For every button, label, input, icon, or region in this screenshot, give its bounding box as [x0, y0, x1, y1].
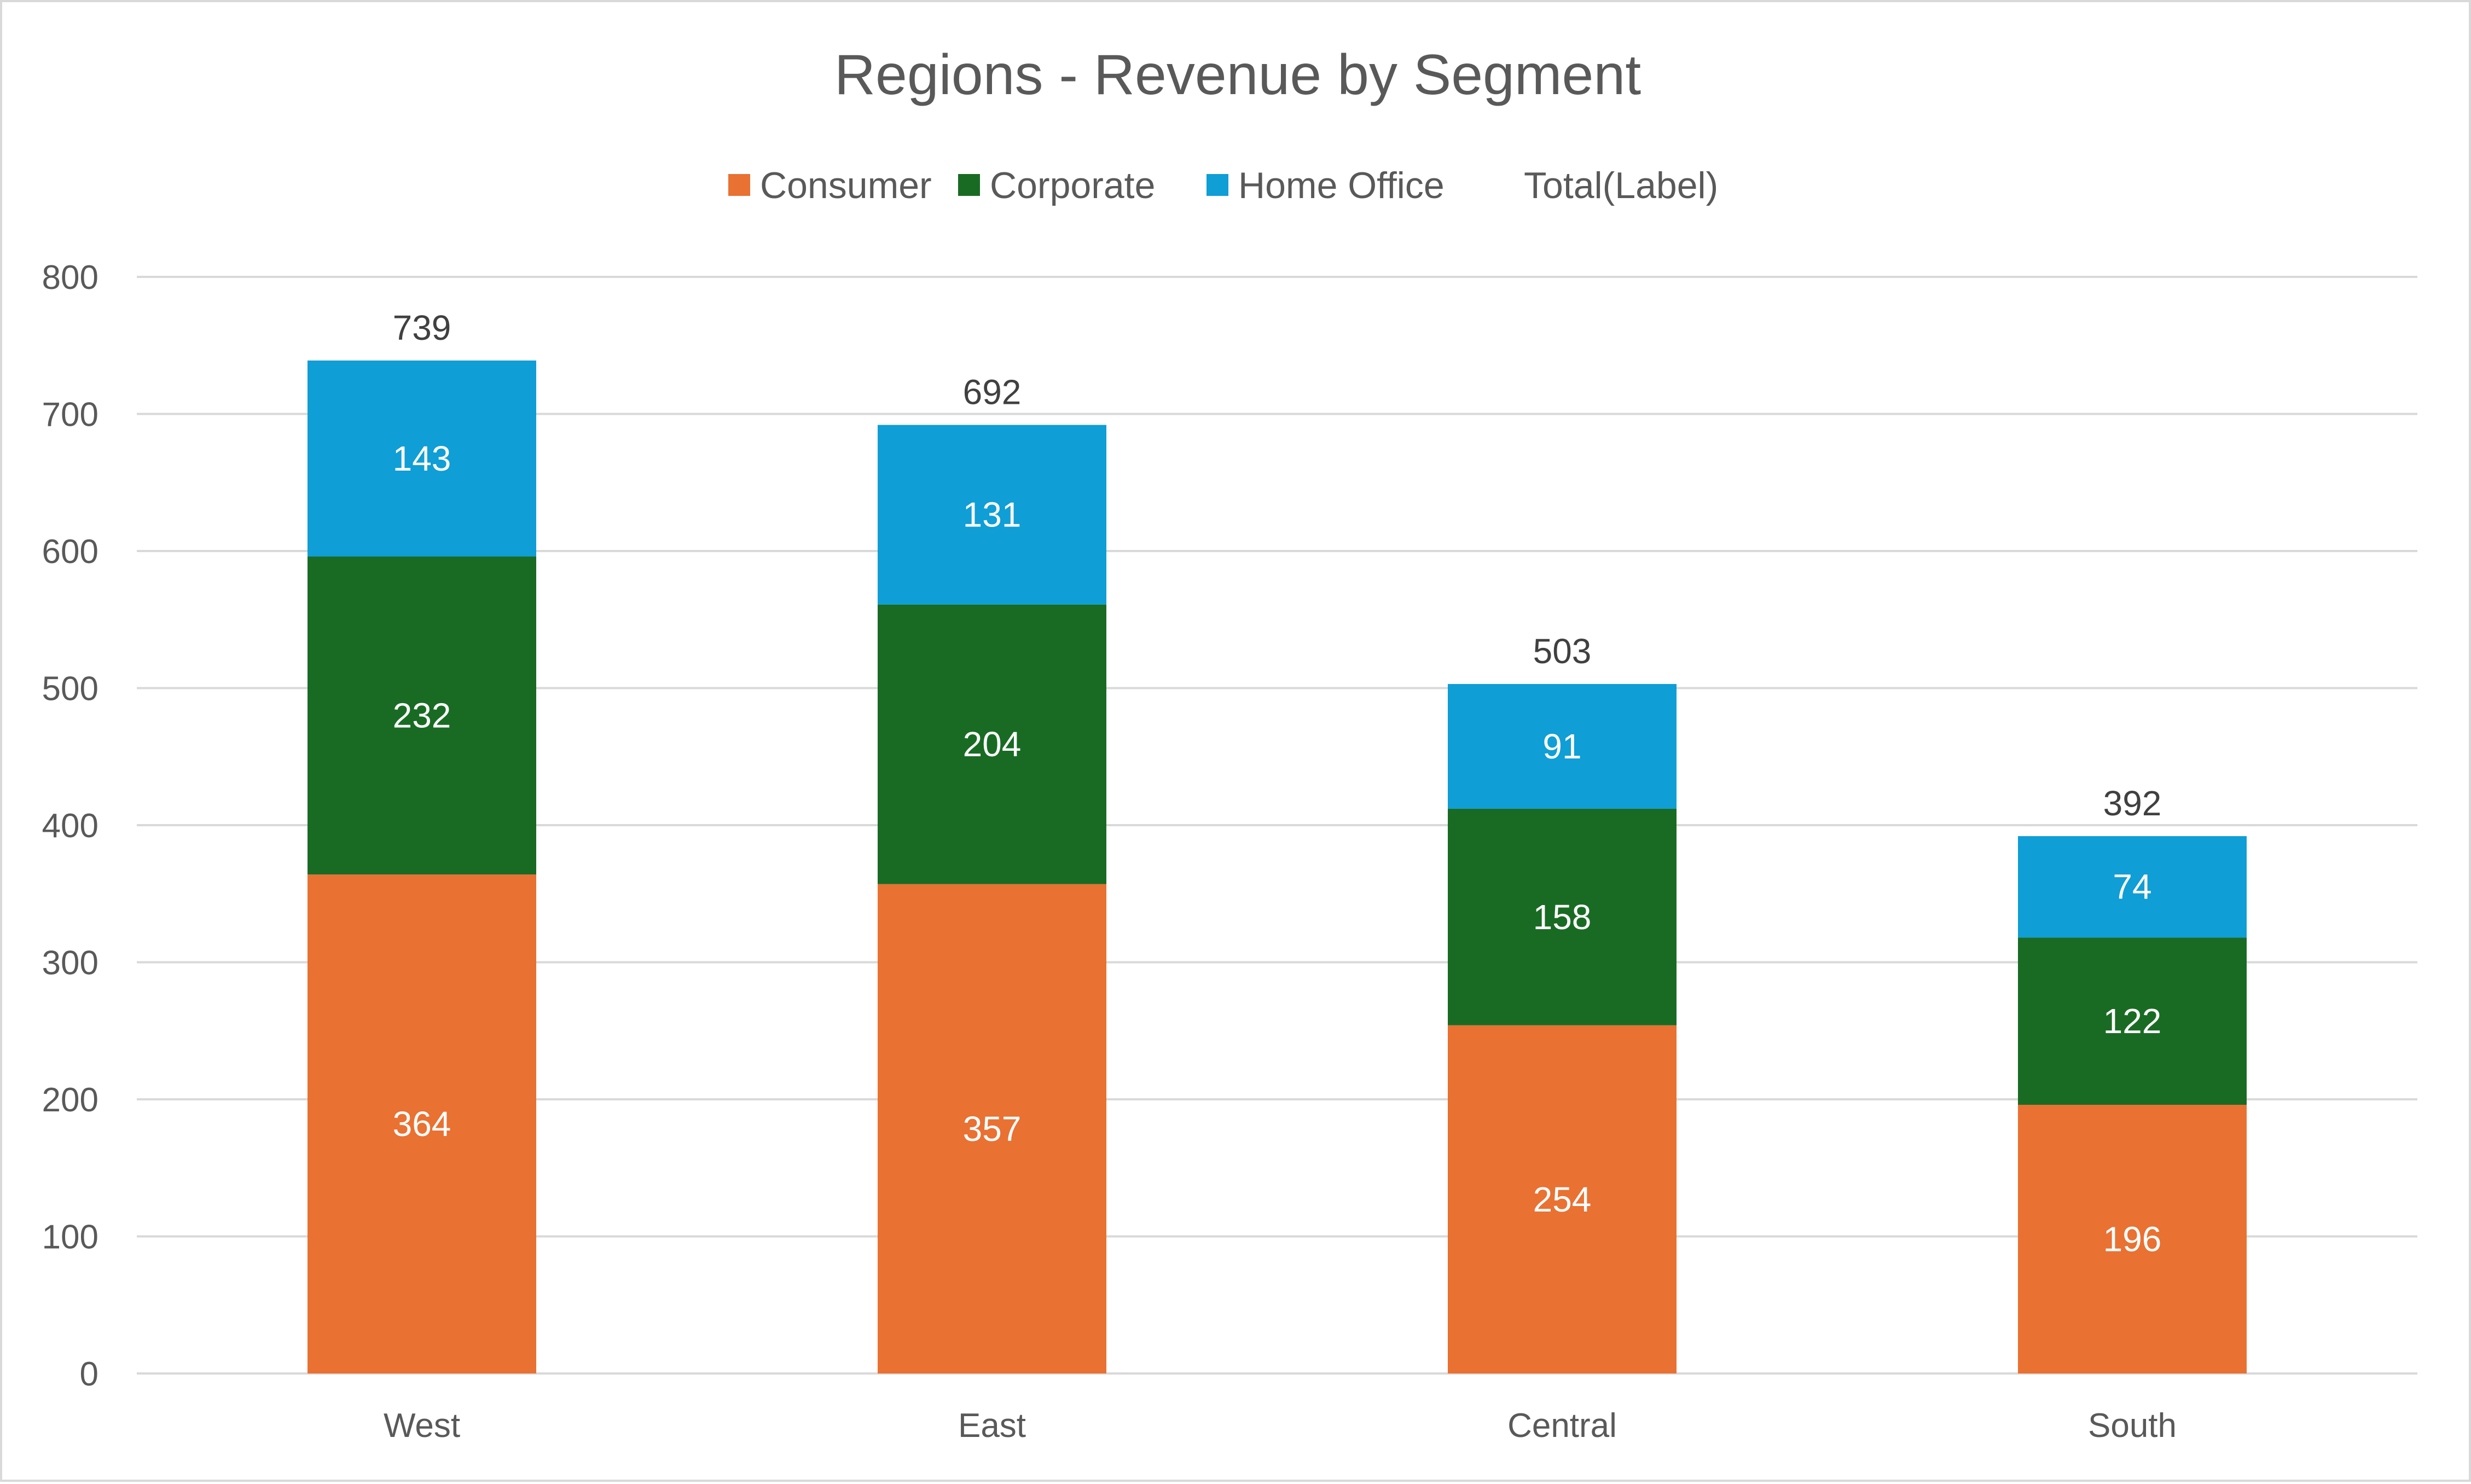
- y-tick-label-500: 500: [42, 670, 98, 708]
- chart-legend: Consumer Corporate Home Office Total(Label): [728, 165, 1718, 206]
- total-label-west: 739: [393, 308, 451, 347]
- y-tick-label-300: 300: [42, 944, 98, 982]
- legend-label-consumer: Consumer: [760, 165, 932, 206]
- bar-east-corporate: [878, 604, 1106, 884]
- x-tick-label-south: South: [2088, 1407, 2177, 1445]
- x-axis: West East Central South: [384, 1407, 2177, 1445]
- data-label-south-consumer: 196: [2103, 1220, 2162, 1259]
- data-label-east-corporate: 204: [963, 724, 1022, 764]
- total-label-east: 692: [963, 373, 1022, 412]
- chart-title: Regions - Revenue by Segment: [834, 43, 1641, 107]
- x-tick-label-central: Central: [1507, 1407, 1617, 1445]
- legend-swatch-corporate: [958, 174, 980, 196]
- legend-label-corporate: Corporate: [990, 165, 1155, 206]
- y-tick-label-100: 100: [42, 1219, 98, 1256]
- data-label-east-home-office: 131: [963, 495, 1022, 535]
- bar-east-home-office: [878, 425, 1106, 605]
- total-label-central: 503: [1533, 631, 1592, 671]
- bar-east-consumer: [878, 884, 1106, 1373]
- bar-south-corporate: [2018, 937, 2247, 1105]
- bar-south-consumer: [2018, 1105, 2247, 1373]
- data-label-west-consumer: 364: [393, 1104, 451, 1144]
- total-label-south: 392: [2103, 784, 2162, 823]
- data-label-central-home-office: 91: [1542, 727, 1581, 766]
- data-label-west-home-office: 143: [393, 439, 451, 478]
- legend-label-home-office: Home Office: [1238, 165, 1445, 206]
- y-axis: 0 100 200 300 400 500 600 700 800: [42, 259, 98, 1393]
- x-tick-label-west: West: [384, 1407, 460, 1445]
- y-tick-label-800: 800: [42, 259, 98, 297]
- bar-central-corporate: [1448, 808, 1677, 1025]
- y-tick-label-400: 400: [42, 807, 98, 845]
- legend-label-total-label: Total(Label): [1524, 165, 1718, 206]
- legend-swatch-home-office: [1207, 174, 1228, 196]
- bars: 364 232 143 739 357 204 131 692 254 158 91 503 196 12…: [308, 308, 2247, 1373]
- data-label-central-corporate: 158: [1533, 897, 1592, 937]
- y-tick-label-600: 600: [42, 533, 98, 571]
- bar-central-home-office: [1448, 683, 1677, 809]
- y-tick-label-200: 200: [42, 1081, 98, 1119]
- data-label-south-home-office: 74: [2113, 867, 2151, 907]
- legend-swatch-consumer: [728, 174, 750, 196]
- bar-central-consumer: [1448, 1025, 1677, 1373]
- bar-west-corporate: [308, 556, 536, 875]
- x-tick-label-east: East: [958, 1407, 1026, 1445]
- y-tick-label-700: 700: [42, 396, 98, 434]
- y-tick-label-0: 0: [80, 1355, 98, 1393]
- data-label-south-corporate: 122: [2103, 1001, 2162, 1041]
- bar-west-consumer: [308, 874, 536, 1373]
- data-label-east-consumer: 357: [963, 1109, 1022, 1149]
- data-label-west-corporate: 232: [393, 696, 451, 735]
- data-label-central-consumer: 254: [1533, 1180, 1592, 1219]
- bar-south-home-office: [2018, 836, 2247, 938]
- bar-west-home-office: [308, 360, 536, 557]
